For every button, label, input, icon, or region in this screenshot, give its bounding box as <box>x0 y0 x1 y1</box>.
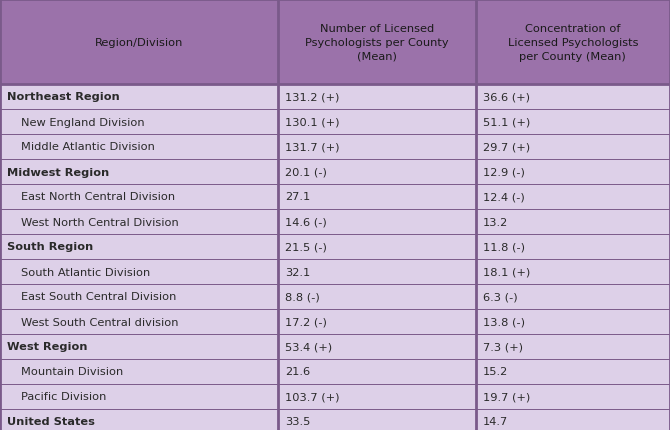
Text: 13.2: 13.2 <box>482 217 508 227</box>
Text: West Region: West Region <box>7 342 88 352</box>
Text: New England Division: New England Division <box>21 117 145 127</box>
Text: 17.2 (-): 17.2 (-) <box>285 317 327 327</box>
Text: East North Central Division: East North Central Division <box>21 192 175 202</box>
Text: 21.6: 21.6 <box>285 367 310 377</box>
Text: West North Central Division: West North Central Division <box>21 217 179 227</box>
Text: Number of Licensed
Psychologists per County
(Mean): Number of Licensed Psychologists per Cou… <box>305 24 449 61</box>
Text: 6.3 (-): 6.3 (-) <box>482 292 517 302</box>
Text: United States: United States <box>7 417 95 427</box>
Text: Middle Atlantic Division: Middle Atlantic Division <box>21 142 155 152</box>
Text: 13.8 (-): 13.8 (-) <box>482 317 525 327</box>
Text: Region/Division: Region/Division <box>95 37 183 47</box>
Text: Concentration of
Licensed Psychologists
per County (Mean): Concentration of Licensed Psychologists … <box>508 24 638 61</box>
Text: 18.1 (+): 18.1 (+) <box>482 267 530 277</box>
Text: 53.4 (+): 53.4 (+) <box>285 342 332 352</box>
Text: South Atlantic Division: South Atlantic Division <box>21 267 150 277</box>
Text: 51.1 (+): 51.1 (+) <box>482 117 530 127</box>
Bar <box>0 0 670 85</box>
Text: West South Central division: West South Central division <box>21 317 178 327</box>
Text: 103.7 (+): 103.7 (+) <box>285 392 340 402</box>
Bar <box>0 85 670 430</box>
Text: Midwest Region: Midwest Region <box>7 167 109 177</box>
Text: 130.1 (+): 130.1 (+) <box>285 117 340 127</box>
Text: 14.7: 14.7 <box>482 417 508 427</box>
Text: 33.5: 33.5 <box>285 417 310 427</box>
Text: 32.1: 32.1 <box>285 267 310 277</box>
Text: East South Central Division: East South Central Division <box>21 292 176 302</box>
Text: 14.6 (-): 14.6 (-) <box>285 217 327 227</box>
Text: 8.8 (-): 8.8 (-) <box>285 292 320 302</box>
Text: 36.6 (+): 36.6 (+) <box>482 92 530 102</box>
Text: Northeast Region: Northeast Region <box>7 92 120 102</box>
Text: 12.9 (-): 12.9 (-) <box>482 167 525 177</box>
Text: 29.7 (+): 29.7 (+) <box>482 142 530 152</box>
Text: 19.7 (+): 19.7 (+) <box>482 392 530 402</box>
Text: 11.8 (-): 11.8 (-) <box>482 242 525 252</box>
Text: 27.1: 27.1 <box>285 192 310 202</box>
Text: Pacific Division: Pacific Division <box>21 392 107 402</box>
Text: 131.7 (+): 131.7 (+) <box>285 142 340 152</box>
Text: 7.3 (+): 7.3 (+) <box>482 342 523 352</box>
Text: 20.1 (-): 20.1 (-) <box>285 167 327 177</box>
Text: South Region: South Region <box>7 242 93 252</box>
Text: Mountain Division: Mountain Division <box>21 367 123 377</box>
Text: 12.4 (-): 12.4 (-) <box>482 192 525 202</box>
Text: 131.2 (+): 131.2 (+) <box>285 92 340 102</box>
Text: 21.5 (-): 21.5 (-) <box>285 242 327 252</box>
Text: 15.2: 15.2 <box>482 367 508 377</box>
